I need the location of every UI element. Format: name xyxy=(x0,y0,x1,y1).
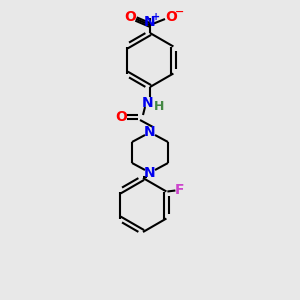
Text: N: N xyxy=(142,96,154,110)
Text: F: F xyxy=(175,182,184,197)
Text: +: + xyxy=(152,12,160,22)
Text: N: N xyxy=(144,166,156,180)
Text: N: N xyxy=(144,125,156,139)
Text: O: O xyxy=(115,110,127,124)
Text: H: H xyxy=(154,100,164,112)
Text: −: − xyxy=(175,7,185,17)
Text: N: N xyxy=(144,15,156,29)
Text: O: O xyxy=(124,10,136,24)
Text: O: O xyxy=(165,10,177,24)
